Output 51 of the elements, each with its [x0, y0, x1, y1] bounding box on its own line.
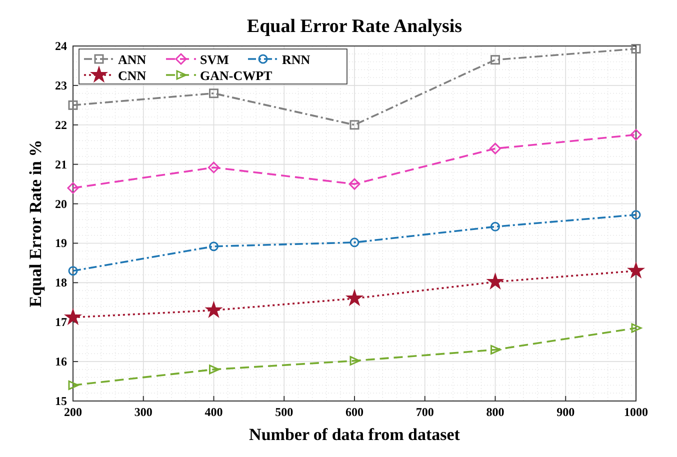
point	[209, 88, 218, 98]
point	[490, 142, 501, 154]
y-tick-label: 23	[55, 78, 67, 92]
x-tick-label: 900	[556, 405, 575, 419]
legend-label: RNN	[282, 52, 311, 67]
legend-label: ANN	[118, 52, 147, 67]
y-tick-label: 18	[55, 276, 67, 290]
chart-title: Equal Error Rate Analysis	[246, 16, 462, 37]
y-tick-label: 22	[55, 118, 67, 132]
y-tick-label: 16	[55, 354, 67, 369]
point	[209, 242, 218, 252]
legend-label: CNN	[118, 68, 147, 83]
x-tick-label: 700	[416, 405, 434, 419]
point	[631, 44, 641, 54]
point	[628, 262, 644, 278]
x-tick-label: 400	[204, 405, 223, 419]
point	[487, 273, 504, 289]
point	[631, 323, 642, 333]
point	[490, 55, 500, 65]
point	[67, 182, 79, 194]
y-tick-label: 20	[55, 196, 67, 211]
legend-label: SVM	[200, 52, 229, 67]
point	[490, 344, 501, 354]
x-tick-label: 800	[486, 405, 504, 419]
point	[206, 302, 222, 318]
point	[350, 238, 360, 248]
point	[209, 364, 220, 374]
point	[208, 162, 220, 174]
point	[346, 290, 363, 306]
y-axis-title: Equal Error Rate in %	[26, 140, 45, 308]
x-tick-label: 200	[64, 405, 82, 419]
x-tick-label: 1000	[624, 405, 648, 419]
legend-label: GAN-CWPT	[200, 68, 273, 83]
x-tick-label: 600	[346, 405, 364, 419]
point	[68, 100, 78, 110]
x-tick-label: 300	[134, 405, 152, 419]
point	[631, 210, 641, 220]
point	[630, 129, 642, 140]
point	[68, 266, 78, 276]
x-tick-label: 500	[275, 405, 294, 419]
y-tick-label: 17	[55, 315, 67, 330]
point	[350, 120, 360, 130]
y-tick-label: 24	[55, 39, 67, 53]
y-tick-label: 19	[55, 236, 67, 250]
y-tick-label: 15	[55, 394, 67, 408]
point	[350, 356, 360, 366]
x-axis-title: Number of data from dataset	[249, 425, 460, 444]
point	[68, 380, 79, 390]
y-tick-label: 21	[55, 157, 67, 172]
point	[348, 178, 360, 190]
point	[490, 222, 500, 232]
